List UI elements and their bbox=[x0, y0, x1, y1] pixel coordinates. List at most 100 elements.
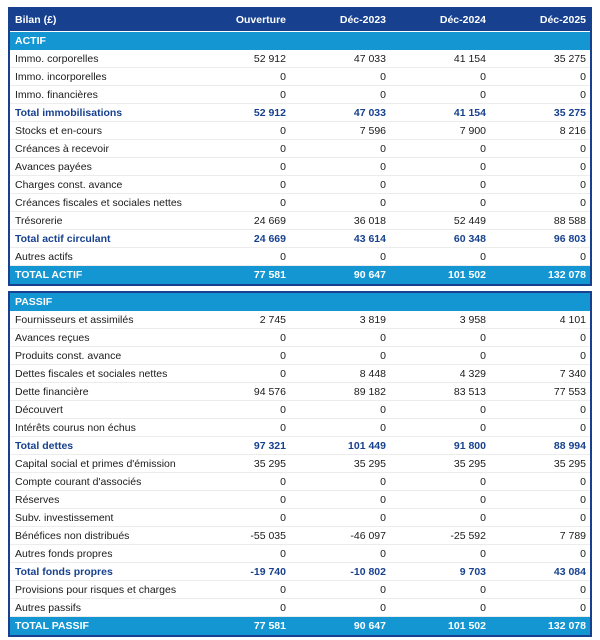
section-gap bbox=[8, 286, 592, 291]
row-label: Intérêts courus non échus bbox=[15, 421, 136, 434]
cell-value: 0 bbox=[380, 547, 386, 560]
table-row: Découvert 0 0 0 0 bbox=[10, 401, 590, 419]
cell-value: 4 101 bbox=[559, 313, 586, 326]
cell-value: 7 340 bbox=[559, 367, 586, 380]
row-label: Bénéfices non distribués bbox=[15, 529, 130, 542]
cell-value: 0 bbox=[280, 88, 286, 101]
cell-value: 0 bbox=[480, 142, 486, 155]
cell-value: 60 348 bbox=[453, 232, 486, 245]
row-label: Découvert bbox=[15, 403, 63, 416]
cell-value: 7 900 bbox=[459, 124, 486, 137]
cell-value: 0 bbox=[580, 88, 586, 101]
cell-value: 0 bbox=[580, 160, 586, 173]
cell-value: 0 bbox=[280, 70, 286, 83]
cell-value: 0 bbox=[280, 331, 286, 344]
row-label: Subv. investissement bbox=[15, 511, 114, 524]
row-label: Produits const. avance bbox=[15, 349, 122, 362]
table-row: Bénéfices non distribués -55 035 -46 097… bbox=[10, 527, 590, 545]
total-value: 101 502 bbox=[448, 269, 486, 281]
table-row: Charges const. avance 0 0 0 0 bbox=[10, 176, 590, 194]
row-label: Charges const. avance bbox=[15, 178, 123, 191]
column-header-ouverture: Ouverture bbox=[235, 14, 286, 26]
cell-value: 101 449 bbox=[348, 439, 386, 452]
row-label: Immo. incorporelles bbox=[15, 70, 107, 83]
cell-value: 7 596 bbox=[359, 124, 386, 137]
row-label: Autres passifs bbox=[15, 601, 81, 614]
cell-value: 0 bbox=[280, 475, 286, 488]
cell-value: 24 669 bbox=[253, 214, 286, 227]
row-label: Total dettes bbox=[15, 439, 74, 452]
cell-value: 0 bbox=[280, 367, 286, 380]
cell-value: 9 703 bbox=[459, 565, 486, 578]
table-row: Intérêts courus non échus 0 0 0 0 bbox=[10, 419, 590, 437]
row-label: Réserves bbox=[15, 493, 60, 506]
table-row: Créances fiscales et sociales nettes 0 0… bbox=[10, 194, 590, 212]
cell-value: -46 097 bbox=[350, 529, 386, 542]
cell-value: 52 449 bbox=[453, 214, 486, 227]
cell-value: 0 bbox=[480, 331, 486, 344]
cell-value: 43 084 bbox=[553, 565, 586, 578]
cell-value: 43 614 bbox=[353, 232, 386, 245]
cell-value: 0 bbox=[480, 475, 486, 488]
cell-value: 24 669 bbox=[253, 232, 286, 245]
row-label: Fournisseurs et assimilés bbox=[15, 313, 134, 326]
row-label: Autres fonds propres bbox=[15, 547, 113, 560]
cell-value: 52 912 bbox=[253, 52, 286, 65]
cell-value: 0 bbox=[380, 70, 386, 83]
section-header-passif: PASSIF bbox=[10, 293, 590, 311]
cell-value: 0 bbox=[580, 583, 586, 596]
cell-value: 96 803 bbox=[553, 232, 586, 245]
cell-value: 0 bbox=[280, 601, 286, 614]
cell-value: 0 bbox=[580, 493, 586, 506]
table-row: Immo. incorporelles 0 0 0 0 bbox=[10, 68, 590, 86]
cell-value: 0 bbox=[580, 475, 586, 488]
row-label: Dettes fiscales et sociales nettes bbox=[15, 367, 168, 380]
table-row: Immo. financières 0 0 0 0 bbox=[10, 86, 590, 104]
cell-value: 0 bbox=[580, 547, 586, 560]
cell-value: 91 800 bbox=[453, 439, 486, 452]
table-row: Compte courant d'associés 0 0 0 0 bbox=[10, 473, 590, 491]
row-label: Total fonds propres bbox=[15, 565, 113, 578]
cell-value: 88 588 bbox=[553, 214, 586, 227]
cell-value: 0 bbox=[580, 403, 586, 416]
passif-table: PASSIF Fournisseurs et assimilés 2 745 3… bbox=[8, 291, 592, 637]
cell-value: 7 789 bbox=[559, 529, 586, 542]
cell-value: 0 bbox=[580, 601, 586, 614]
cell-value: 0 bbox=[280, 178, 286, 191]
total-passif-row: TOTAL PASSIF 77 581 90 647 101 502 132 0… bbox=[10, 617, 590, 635]
cell-value: 0 bbox=[380, 421, 386, 434]
cell-value: 0 bbox=[480, 601, 486, 614]
total-value: 132 078 bbox=[548, 620, 586, 632]
cell-value: 89 182 bbox=[353, 385, 386, 398]
cell-value: 97 321 bbox=[253, 439, 286, 452]
cell-value: 0 bbox=[280, 124, 286, 137]
table-row: Réserves 0 0 0 0 bbox=[10, 491, 590, 509]
cell-value: 0 bbox=[580, 349, 586, 362]
cell-value: 0 bbox=[380, 196, 386, 209]
row-label: Immo. corporelles bbox=[15, 52, 99, 65]
row-label: Créances fiscales et sociales nettes bbox=[15, 196, 182, 209]
table-header-row: Bilan (£) Ouverture Déc-2023 Déc-2024 Dé… bbox=[10, 9, 590, 32]
cell-value: 0 bbox=[380, 331, 386, 344]
cell-value: 8 216 bbox=[559, 124, 586, 137]
table-row: Stocks et en-cours 0 7 596 7 900 8 216 bbox=[10, 122, 590, 140]
cell-value: 35 275 bbox=[553, 106, 586, 119]
cell-value: -19 740 bbox=[250, 565, 286, 578]
cell-value: 0 bbox=[380, 250, 386, 263]
row-label: Dette financière bbox=[15, 385, 89, 398]
cell-value: 3 958 bbox=[459, 313, 486, 326]
cell-value: 0 bbox=[380, 601, 386, 614]
cell-value: 0 bbox=[380, 511, 386, 524]
row-label: Avances reçues bbox=[15, 331, 90, 344]
table-row: Immo. corporelles 52 912 47 033 41 154 3… bbox=[10, 50, 590, 68]
row-label: Trésorerie bbox=[15, 214, 63, 227]
section-header-actif: ACTIF bbox=[10, 32, 590, 50]
cell-value: 35 295 bbox=[453, 457, 486, 470]
cell-value: 3 819 bbox=[359, 313, 386, 326]
cell-value: 0 bbox=[280, 349, 286, 362]
cell-value: 35 295 bbox=[553, 457, 586, 470]
cell-value: 0 bbox=[580, 421, 586, 434]
cell-value: 0 bbox=[380, 349, 386, 362]
column-header-dec-2023: Déc-2023 bbox=[339, 14, 386, 26]
